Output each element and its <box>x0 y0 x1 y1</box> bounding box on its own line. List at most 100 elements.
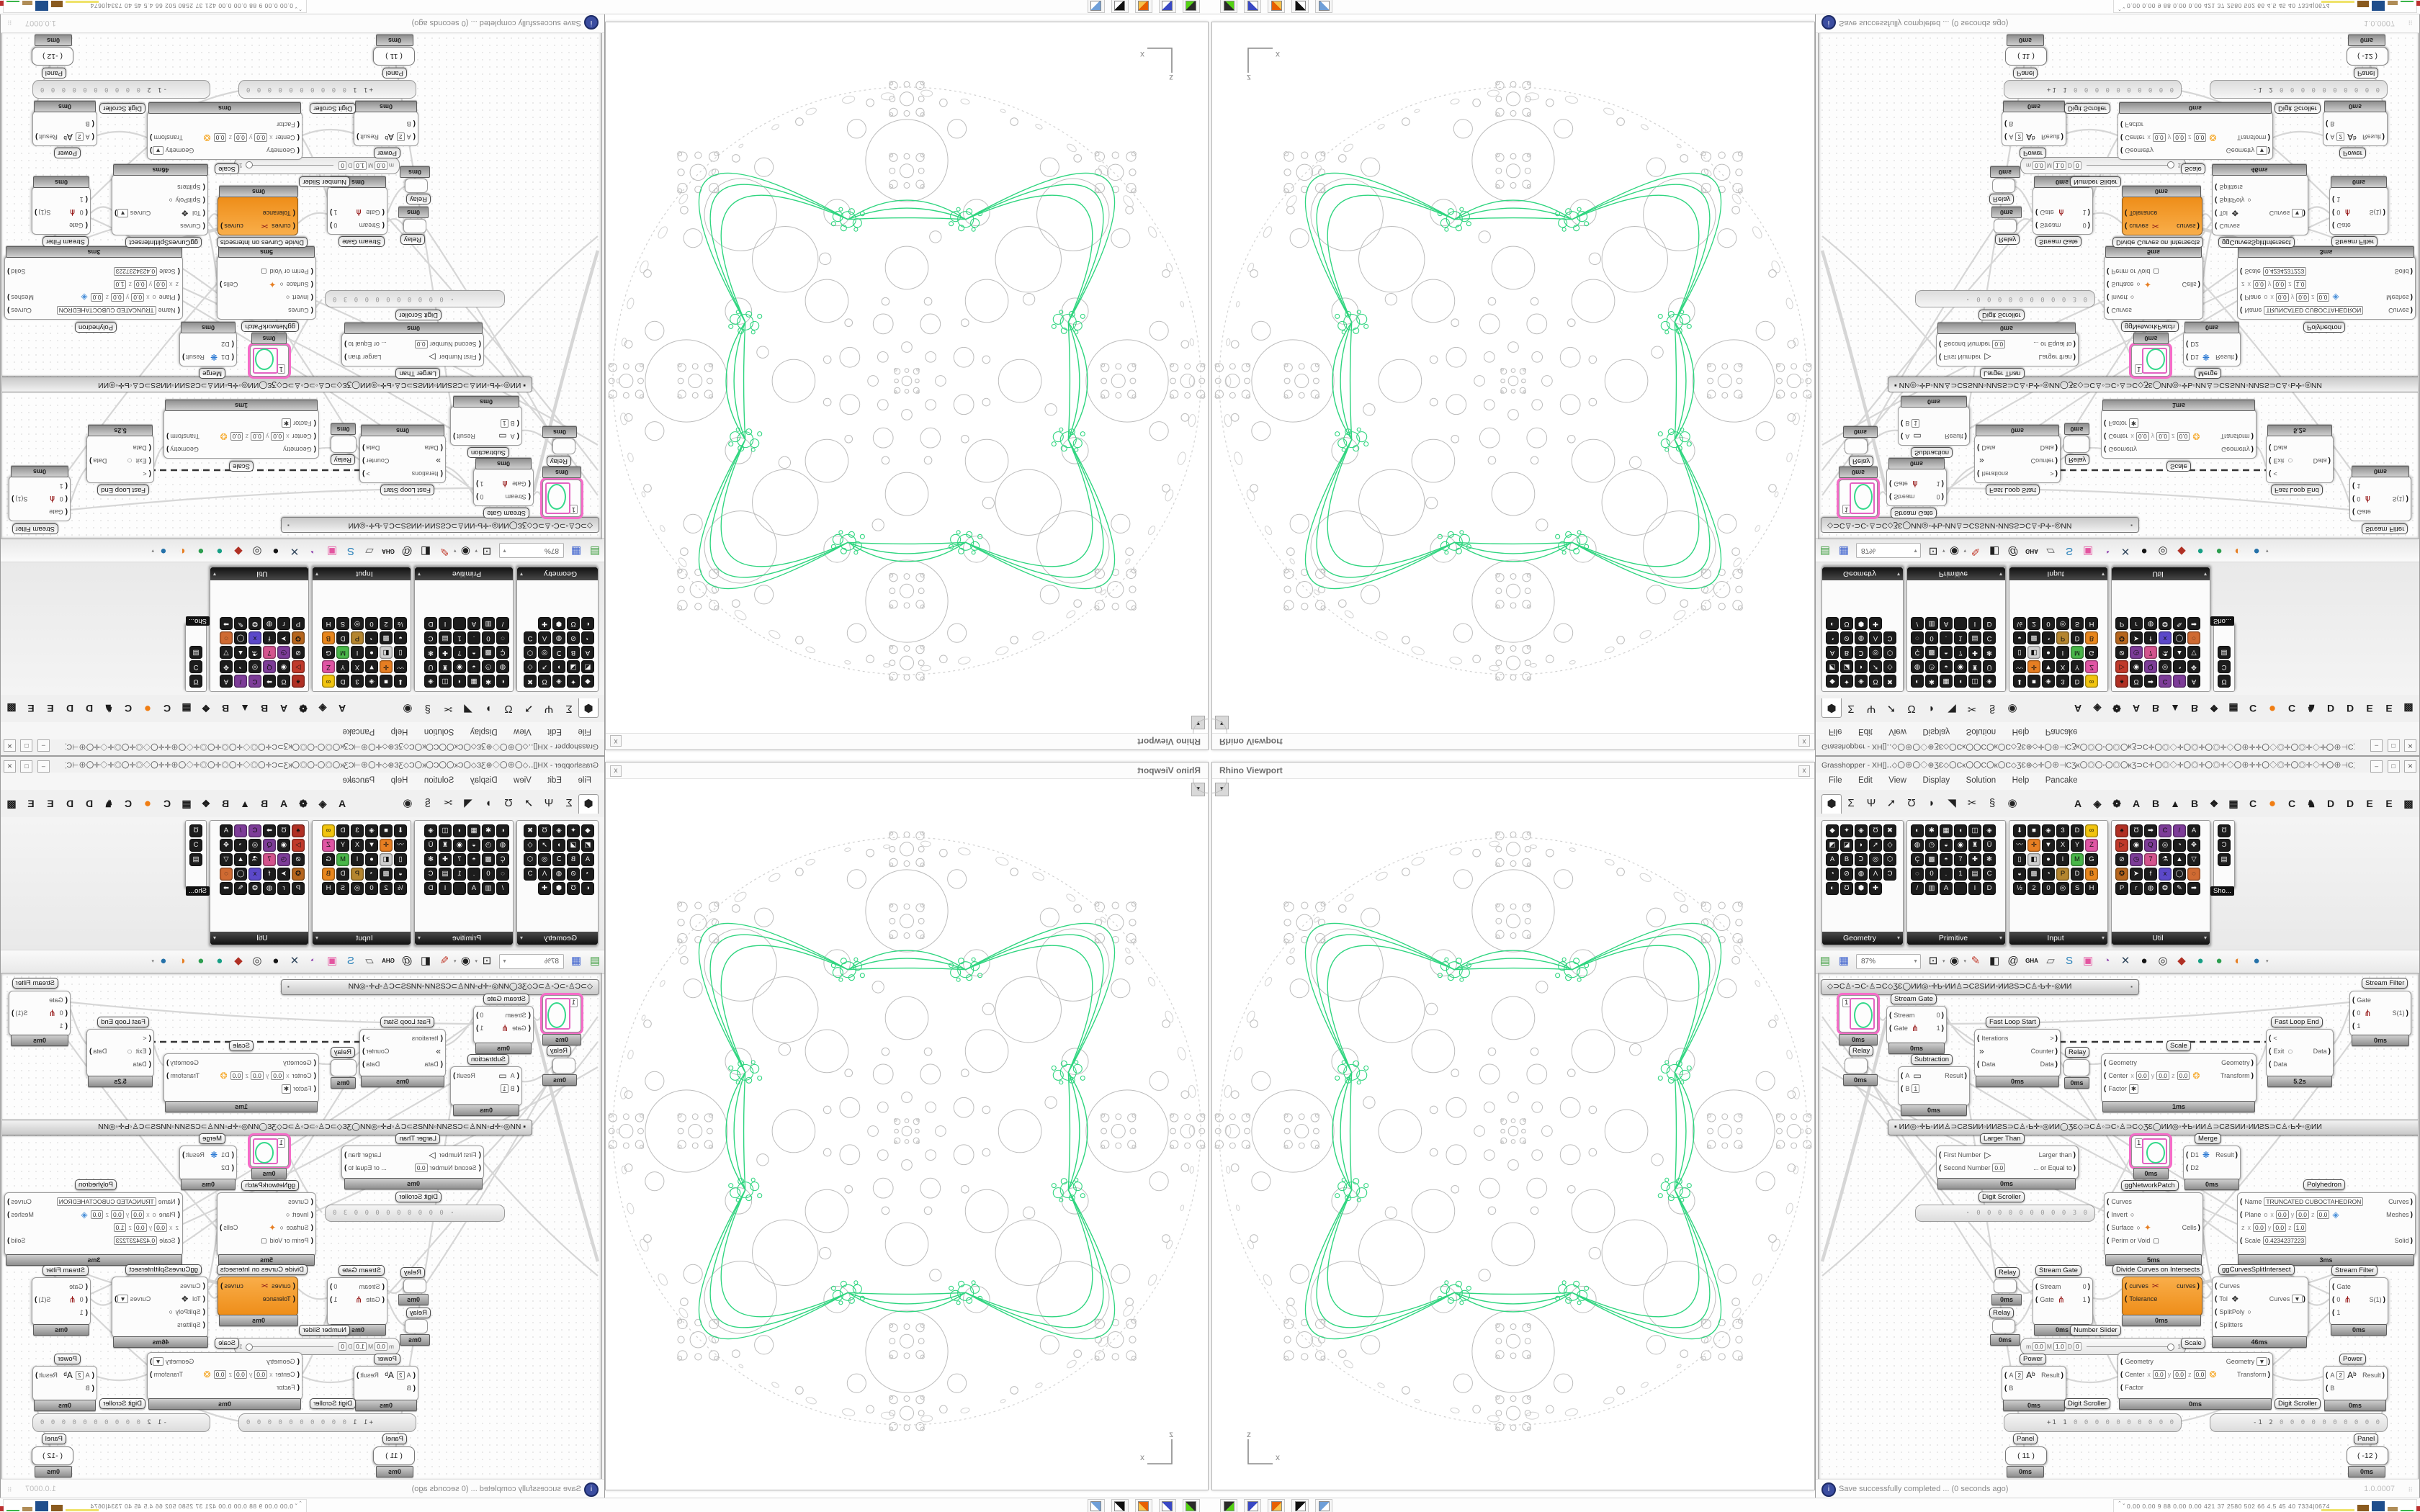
menu-solution[interactable]: Solution <box>1966 776 1996 785</box>
tab-plugin-0[interactable]: A <box>2074 798 2082 809</box>
component-icon[interactable]: D <box>336 631 349 644</box>
tab-plugin-16[interactable]: E <box>27 703 35 714</box>
component-icon[interactable]: ◷ <box>277 853 290 866</box>
component-icon[interactable]: C <box>424 868 437 881</box>
component-icon[interactable]: D <box>1983 617 1996 630</box>
component-icon[interactable]: Ʊ <box>1869 675 1882 688</box>
component-nameplate[interactable]: Relay <box>1989 1308 2015 1318</box>
component-icon[interactable]: P <box>351 631 364 644</box>
gh-node-stream-gate[interactable]: (Stream 0)(Gate ⋔ 1) <box>2033 186 2093 235</box>
component-icon[interactable]: 7 <box>453 646 466 659</box>
component-icon[interactable]: ➚ <box>538 660 551 673</box>
mode-teal-icon[interactable]: ● <box>2197 955 2204 967</box>
component-icon[interactable]: ⊘ <box>2115 646 2128 659</box>
component-icon[interactable]: ⬢ <box>552 617 565 630</box>
gh-relay-node[interactable] <box>403 1279 426 1293</box>
palette-name[interactable]: Geometry ▾ <box>517 567 598 580</box>
component-icon[interactable]: ◔ <box>2042 868 2055 881</box>
component-icon[interactable]: Ü <box>1983 660 1996 673</box>
menu-file[interactable]: File <box>578 776 591 785</box>
component-icon[interactable]: 1 <box>1954 631 1967 644</box>
component-icon[interactable]: Z <box>322 839 335 852</box>
component-icon[interactable]: ▩ <box>380 868 393 881</box>
balloon-icon[interactable]: ◔ <box>310 955 317 967</box>
component-icon[interactable]: ◍ <box>496 839 509 852</box>
gh-relay-node[interactable] <box>1845 438 1868 454</box>
finder-icon[interactable]: S <box>346 955 354 967</box>
close-icon[interactable]: x <box>610 735 622 747</box>
tab-plugin-13[interactable]: D <box>85 703 94 714</box>
component-nameplate[interactable]: Relay <box>2065 454 2090 465</box>
component-icon[interactable]: ◐ <box>581 882 594 895</box>
component-icon[interactable]: Z <box>2085 839 2098 852</box>
component-nameplate[interactable]: Power <box>2339 1354 2366 1364</box>
component-icon[interactable]: 1 <box>453 631 466 644</box>
component-nameplate[interactable]: Digit Scroller <box>1978 1192 2025 1202</box>
component-icon[interactable]: ◍ <box>552 631 565 644</box>
note-icon[interactable]: ▱ <box>2046 955 2055 967</box>
gh-panel-value[interactable]: ( 11 ) <box>2005 1446 2047 1465</box>
component-nameplate[interactable]: Relay <box>1849 1045 1874 1056</box>
gh-relay-node[interactable] <box>403 219 426 233</box>
component-icon[interactable]: ◓ <box>1940 646 1953 659</box>
component-nameplate[interactable]: Subtraction <box>467 447 509 458</box>
tab-plugin-12[interactable]: ♞ <box>2306 798 2316 809</box>
component-icon[interactable]: ⬇ <box>2013 824 2026 837</box>
menu-solution[interactable]: Solution <box>1966 727 1996 736</box>
component-icon[interactable]: / <box>234 824 247 837</box>
open-file-icon[interactable]: ▤ <box>589 545 601 557</box>
tab-category-1[interactable]: Σ <box>565 797 573 809</box>
component-nameplate[interactable]: Panel <box>2013 68 2038 78</box>
component-icon[interactable]: ◆ <box>1826 675 1839 688</box>
component-icon[interactable]: ✚ <box>1869 617 1882 630</box>
component-icon[interactable]: ◐ <box>1911 824 1924 837</box>
tab-plugin-12[interactable]: ♞ <box>104 703 114 714</box>
component-icon[interactable]: C <box>1983 868 1996 881</box>
component-icon[interactable]: I <box>2056 646 2069 659</box>
close-icon[interactable]: x <box>1798 735 1810 747</box>
menu-pancake[interactable]: Pancake <box>2045 776 2078 785</box>
wires-icon[interactable]: ✕ <box>2120 955 2130 967</box>
component-icon[interactable]: ▤ <box>2218 646 2231 659</box>
component-icon[interactable]: ◔ <box>2173 660 2186 673</box>
component-nameplate[interactable]: Stream Filter <box>42 236 89 247</box>
tab-plugin-2[interactable]: ❁ <box>299 703 308 714</box>
component-icon[interactable]: ◎ <box>248 660 261 673</box>
gh-node-power[interactable]: (A 2 Aᵇ Result)(B <box>2323 1366 2388 1401</box>
component-icon[interactable]: ▲ <box>2173 646 2186 659</box>
tab-plugin-13[interactable]: D <box>85 798 94 809</box>
component-nameplate[interactable]: ggCurvesSplitIntersect <box>2218 1264 2295 1275</box>
component-icon[interactable]: ◎ <box>2056 617 2069 630</box>
gh-node-fast-loop-end[interactable]: (<(Exit ◌ Data)(Data <box>86 1029 154 1077</box>
component-icon[interactable]: ◧ <box>2027 646 2040 659</box>
component-icon[interactable]: ⬡ <box>524 853 537 866</box>
component-icon[interactable]: Ʊ <box>567 882 580 895</box>
component-icon[interactable]: M <box>336 853 349 866</box>
component-icon[interactable]: Ↄ <box>552 853 565 866</box>
component-icon[interactable]: B <box>1840 853 1853 866</box>
component-icon[interactable]: ◎ <box>248 839 261 852</box>
tab-category-1[interactable]: Σ <box>1847 797 1855 809</box>
component-nameplate[interactable]: Digit Scroller <box>2275 1398 2321 1409</box>
tab-plugin-9[interactable]: C <box>163 703 171 714</box>
gh-digit-scroller[interactable]: -1 2 0 0 0 0 0 0 0 0 0 0 <box>32 80 210 99</box>
component-icon[interactable]: ◉ <box>277 660 290 673</box>
component-icon[interactable]: ♠ <box>2115 675 2128 688</box>
preview-icon[interactable]: ◉ <box>460 955 471 967</box>
component-nameplate[interactable]: Digit Scroller <box>1978 310 2025 320</box>
tab-category-9[interactable]: ◉ <box>2007 703 2017 715</box>
component-icon[interactable]: / <box>496 617 509 630</box>
component-icon[interactable]: ✚ <box>1968 646 1981 659</box>
component-icon[interactable]: S <box>336 882 349 895</box>
component-icon[interactable]: Ʊ <box>567 617 580 630</box>
close-icon[interactable]: ✕ <box>2404 739 2416 752</box>
component-icon[interactable]: A <box>467 882 480 895</box>
tab-plugin-5[interactable]: ▲ <box>240 703 250 714</box>
cluster-icon[interactable]: @ <box>401 545 413 557</box>
component-icon[interactable]: P <box>2115 882 2128 895</box>
component-icon[interactable]: / <box>1911 882 1924 895</box>
component-icon[interactable]: A <box>581 853 594 866</box>
rhino-viewport-titlebar[interactable]: Rhino Viewport x <box>606 733 1208 750</box>
gh-node-gg-network-patch[interactable]: (Curves(Invert ○(Surface ○ ✦ Cells)(Perim or… <box>217 256 316 320</box>
chevron-down-icon[interactable]: ▾ <box>475 548 478 553</box>
